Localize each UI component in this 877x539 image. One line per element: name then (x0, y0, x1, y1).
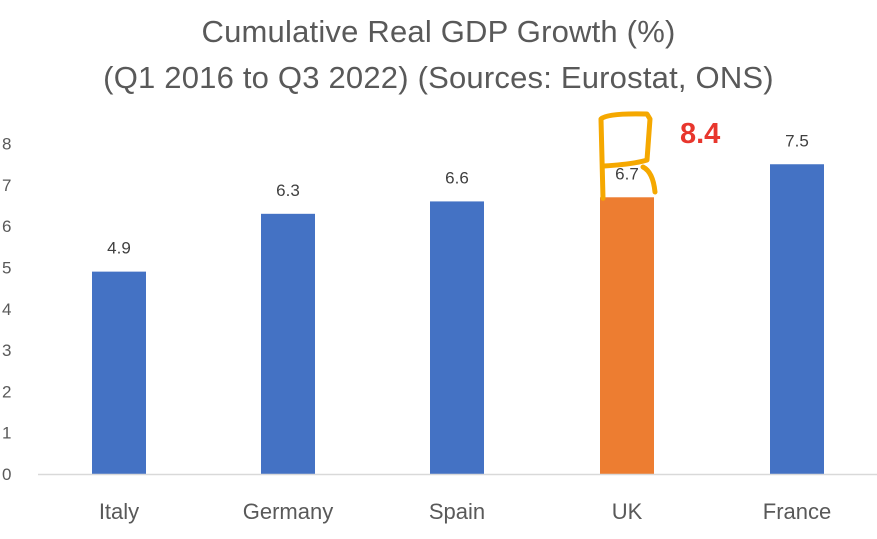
x-tick-label-germany: Germany (243, 499, 333, 524)
y-tick-label-5: 5 (2, 259, 11, 278)
x-tick-label-uk: UK (612, 499, 643, 524)
data-label-uk: 6.7 (615, 164, 639, 183)
data-label-spain: 6.6 (445, 168, 469, 187)
bar-spain (430, 201, 484, 475)
x-tick-label-italy: Italy (99, 499, 139, 524)
bar-france (770, 164, 824, 474)
annotation-text: 8.4 (680, 118, 720, 150)
annotation-highlight-box (598, 111, 658, 201)
x-tick-label-spain: Spain (429, 499, 485, 524)
y-tick-label-2: 2 (2, 382, 11, 401)
bar-germany (261, 213, 315, 474)
y-tick-label-6: 6 (2, 217, 11, 236)
y-tick-label-1: 1 (2, 424, 11, 443)
chart-title-line-2: (Q1 2016 to Q3 2022) (Sources: Eurostat,… (103, 60, 774, 95)
data-label-germany: 6.3 (276, 181, 300, 200)
y-tick-label-7: 7 (2, 176, 11, 195)
bar-italy (92, 271, 146, 474)
chart-title-line-1: Cumulative Real GDP Growth (%) (201, 14, 676, 49)
data-label-italy: 4.9 (107, 239, 131, 258)
y-tick-label-3: 3 (2, 341, 11, 360)
y-tick-label-8: 8 (2, 135, 11, 154)
y-tick-label-4: 4 (2, 300, 11, 319)
y-tick-label-0: 0 (2, 465, 11, 484)
bar-uk (600, 197, 654, 475)
x-tick-label-france: France (763, 499, 831, 524)
data-label-france: 7.5 (785, 131, 809, 150)
